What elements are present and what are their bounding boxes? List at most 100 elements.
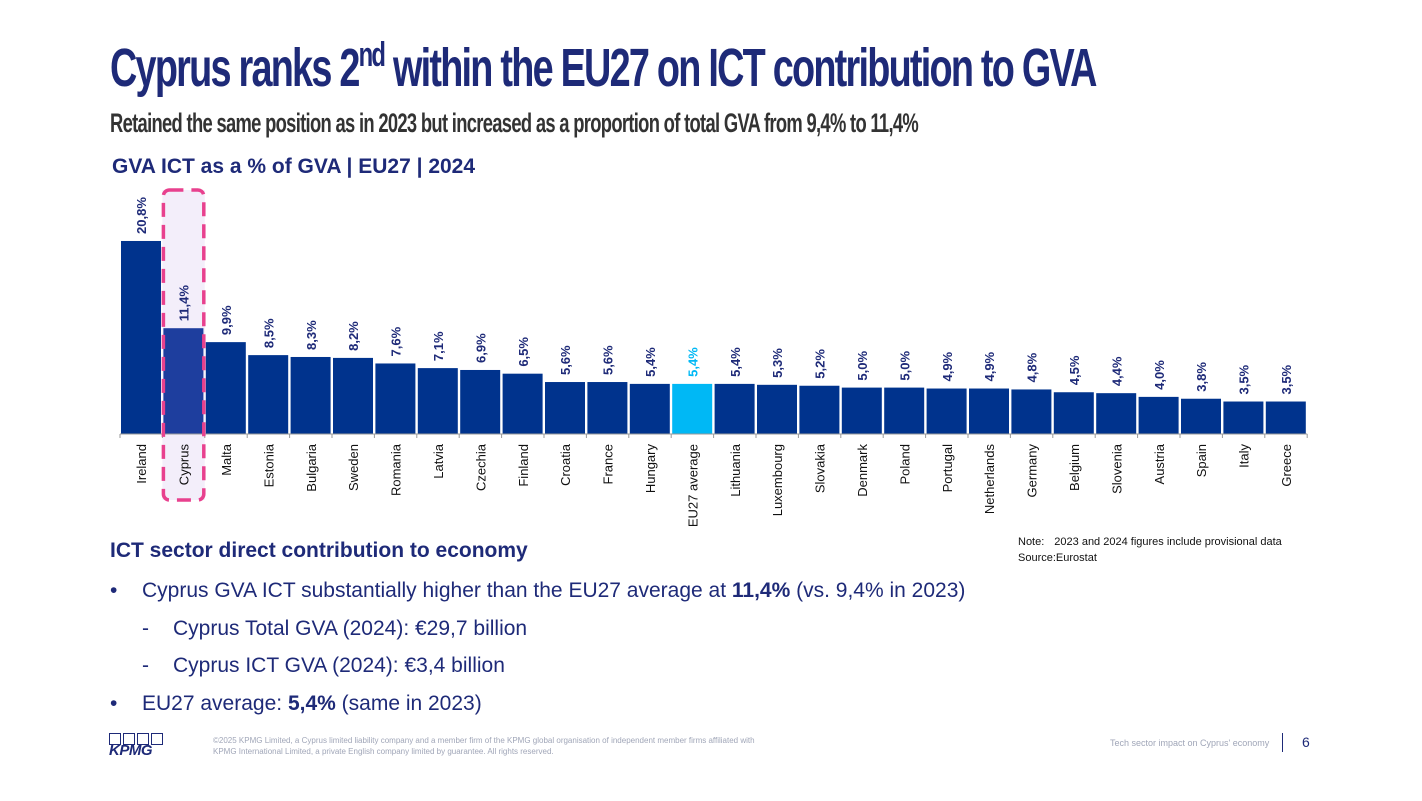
data-label: 20,8%	[134, 197, 149, 234]
bar	[1265, 401, 1306, 434]
bullet-item: • Cyprus GVA ICT substantially higher tha…	[110, 578, 965, 604]
category-label: Austria	[1152, 443, 1167, 484]
category-label: Malta	[219, 443, 234, 476]
bar	[1223, 401, 1264, 434]
slide-subtitle: Retained the same position as in 2023 bu…	[110, 108, 919, 138]
highlight-frame	[161, 188, 206, 502]
slide-title: Cyprus ranks 2nd within the EU27 on ICT …	[110, 30, 1098, 106]
category-label: Cyprus	[177, 444, 192, 486]
category-label: Slovenia	[1109, 443, 1124, 494]
category-label: EU27 average	[685, 444, 700, 527]
category-label: Croatia	[558, 443, 573, 486]
bar	[841, 387, 882, 434]
logo-wordmark: KPMG	[109, 742, 153, 759]
category-label: Lithuania	[728, 443, 743, 497]
bullet-item: • EU27 average: 5,4% (same in 2023)	[110, 691, 482, 717]
data-label: 7,6%	[389, 326, 404, 356]
data-label: 5,4%	[643, 347, 658, 377]
bar	[884, 387, 925, 434]
category-label: France	[601, 444, 616, 484]
page-number: 6	[1302, 734, 1310, 750]
bar	[290, 356, 331, 434]
data-label: 4,9%	[940, 351, 955, 381]
data-label: 7,1%	[431, 331, 446, 361]
bullet-text: Cyprus ICT GVA (2024): €3,4 billion	[173, 654, 505, 677]
bar	[375, 363, 416, 434]
bar	[1096, 393, 1137, 434]
bullet-marker: •	[110, 692, 118, 715]
data-label: 4,5%	[1067, 355, 1082, 385]
bar	[672, 383, 713, 434]
data-label: 6,9%	[473, 333, 488, 363]
bullet-text: Cyprus GVA ICT substantially higher than…	[142, 579, 966, 602]
category-label: Germany	[1025, 444, 1040, 498]
bar	[1011, 389, 1052, 434]
data-label: 5,2%	[813, 349, 828, 379]
bullet-marker: -	[142, 617, 149, 640]
logo-boxes	[109, 733, 169, 745]
data-label: 4,8%	[1025, 352, 1040, 382]
bar	[926, 388, 967, 434]
bullet-marker: •	[110, 579, 118, 602]
data-label: 3,8%	[1194, 362, 1209, 392]
bar	[1138, 396, 1179, 434]
data-label: 11,4%	[177, 285, 192, 322]
data-label: 5,3%	[770, 348, 785, 378]
data-label: 5,6%	[558, 345, 573, 375]
category-label: Latvia	[431, 443, 446, 478]
data-label: 4,9%	[982, 351, 997, 381]
category-label: Estonia	[261, 443, 276, 487]
category-label: Luxembourg	[770, 444, 785, 516]
footer-divider	[1282, 733, 1283, 752]
category-label: Romania	[389, 443, 404, 496]
category-label: Sweden	[346, 444, 361, 491]
bullet-text: Cyprus Total GVA (2024): €29,7 billion	[173, 617, 528, 640]
bar	[121, 240, 161, 434]
kpmg-logo: KPMG	[109, 733, 169, 759]
data-label: 3,5%	[1237, 364, 1252, 394]
bar	[799, 385, 840, 434]
data-label: 9,9%	[219, 305, 234, 335]
bar-chart: 20,8% Ireland 11,4% Cyprus 9,9% Malta 8,5% Esto…	[119, 188, 1308, 527]
data-label: 5,4%	[728, 347, 743, 377]
category-label: Belgium	[1067, 444, 1082, 491]
bullet-text: EU27 average: 5,4% (same in 2023)	[142, 692, 482, 715]
footer-doc-title: Tech sector impact on Cyprus' economy	[1110, 738, 1270, 748]
bar	[163, 328, 204, 434]
data-label: 5,6%	[601, 345, 616, 375]
bar	[757, 384, 797, 434]
bar	[629, 383, 670, 434]
title-rest: within the EU27 on ICT contribution to G…	[384, 38, 1098, 98]
data-label: 5,0%	[855, 351, 870, 381]
category-label: Greece	[1279, 444, 1294, 487]
data-label: 8,2%	[346, 321, 361, 351]
bar	[1181, 398, 1221, 434]
category-label: Slovakia	[813, 443, 828, 493]
data-label: 3,5%	[1279, 364, 1294, 394]
bar	[248, 355, 289, 434]
category-label: Netherlands	[982, 444, 997, 515]
data-label: 4,4%	[1109, 356, 1124, 386]
note-text: 2023 and 2024 figures include provisiona…	[1054, 536, 1282, 548]
bar	[545, 382, 585, 434]
note-label: Note:	[1018, 536, 1045, 548]
title-main: Cyprus ranks 2	[110, 38, 360, 98]
category-label: Poland	[897, 444, 912, 484]
bar	[502, 373, 543, 434]
data-label: 5,4%	[685, 347, 700, 377]
data-label: 8,5%	[261, 318, 276, 348]
category-label: Hungary	[643, 444, 658, 494]
bar	[1053, 392, 1094, 434]
bar	[417, 368, 458, 434]
bullet-item: - Cyprus Total GVA (2024): €29,7 billion	[142, 616, 527, 642]
category-label: Portugal	[940, 444, 955, 493]
note-source: Source:Eurostat	[1018, 552, 1097, 564]
category-label: Ireland	[134, 444, 149, 484]
copyright-text: ©2025 KPMG Limited, a Cyprus limited lia…	[213, 736, 755, 756]
category-label: Czechia	[473, 443, 488, 491]
bar	[205, 342, 246, 434]
bullet-item: - Cyprus ICT GVA (2024): €3,4 billion	[142, 653, 505, 679]
title-superscript: nd	[358, 36, 386, 74]
bar	[587, 382, 628, 434]
data-label: 8,3%	[304, 320, 319, 350]
